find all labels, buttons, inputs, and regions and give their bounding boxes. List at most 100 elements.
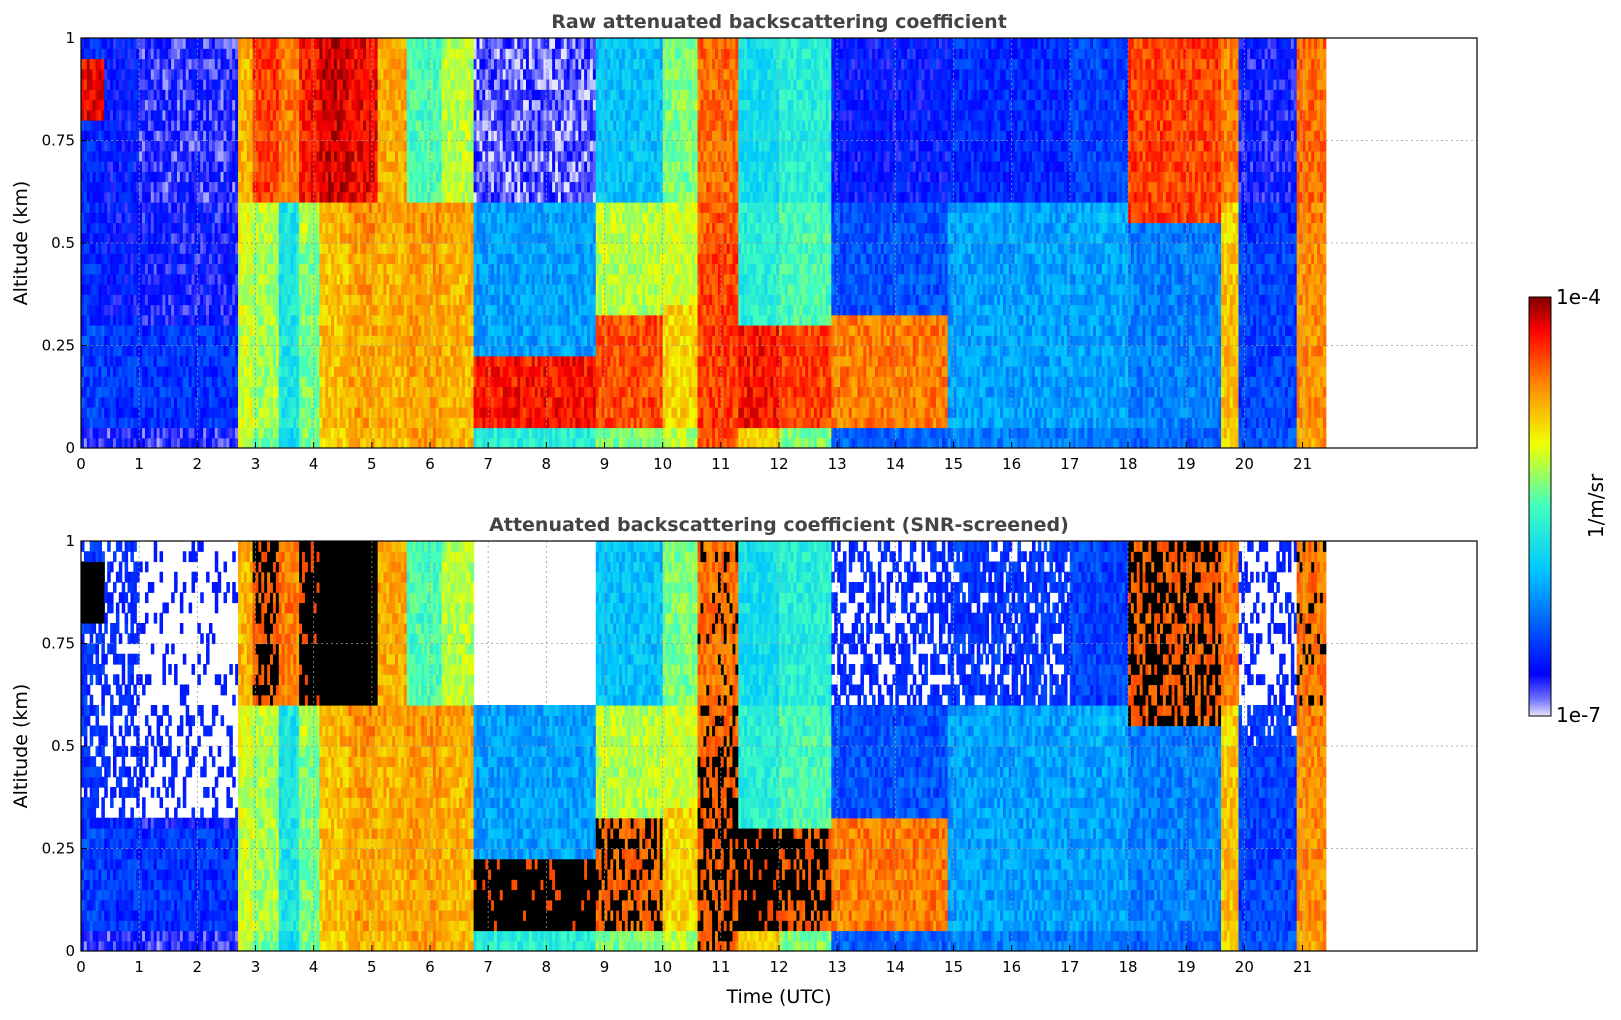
heatmap-cell (95, 191, 100, 203)
heatmap-cell (211, 314, 216, 326)
heatmap-cell (159, 294, 164, 306)
heatmap-cell (107, 79, 111, 90)
heatmap-cell (252, 407, 257, 418)
heatmap-cell (293, 58, 297, 70)
heatmap-cell (112, 150, 117, 162)
heatmap-cell (296, 314, 300, 326)
heatmap-cell (147, 150, 152, 162)
heatmap-cell (278, 58, 283, 70)
heatmap-cell (188, 181, 193, 193)
heatmap-cell (107, 140, 111, 152)
heatmap-cell (130, 345, 134, 357)
heatmap-cell (83, 437, 88, 448)
heatmap-cell (214, 314, 219, 326)
heatmap-cell (226, 366, 230, 377)
heatmap-cell (290, 68, 294, 80)
heatmap-cell (223, 150, 228, 162)
heatmap-cell (171, 48, 175, 60)
heatmap-cell (147, 294, 152, 306)
heatmap-cell (272, 48, 277, 60)
heatmap-cell (130, 314, 134, 326)
heatmap-cell (165, 273, 169, 285)
heatmap-cell (133, 68, 137, 80)
heatmap-cell (243, 191, 248, 203)
heatmap-cell (258, 335, 262, 347)
heatmap-cell (200, 417, 204, 429)
heatmap-cell (267, 376, 271, 388)
heatmap-cell (185, 345, 190, 357)
heatmap-cell (206, 232, 210, 244)
heatmap-cell (296, 417, 300, 429)
heatmap-cell (179, 284, 184, 295)
heatmap-cell (229, 48, 233, 60)
heatmap-cell (217, 130, 222, 142)
heatmap-cell (220, 335, 225, 347)
heatmap-cell (191, 314, 196, 326)
heatmap-cell (200, 150, 204, 162)
heatmap-cell (112, 48, 117, 60)
heatmap-cell (98, 191, 102, 203)
heatmap-cell (139, 202, 143, 213)
heatmap-cell (249, 243, 254, 254)
heatmap-cell (89, 79, 94, 90)
heatmap-cell (200, 212, 204, 224)
heatmap-cell (182, 314, 187, 326)
heatmap-cell (267, 150, 271, 162)
heatmap-cell (191, 191, 196, 203)
heatmap-cell (240, 366, 245, 377)
heatmap-cell (124, 273, 129, 285)
heatmap-cell (162, 355, 166, 367)
heatmap-cell (95, 253, 100, 265)
heatmap-cell (86, 437, 91, 448)
heatmap-cell (174, 68, 178, 80)
heatmap-cell (98, 68, 102, 80)
heatmap-cell (197, 99, 201, 111)
heatmap-cell (217, 232, 222, 244)
heatmap-cell (258, 355, 262, 367)
heatmap-cell (203, 171, 207, 183)
heatmap-cell (159, 314, 164, 326)
heatmap-cell (252, 222, 257, 234)
heatmap-cell (182, 284, 187, 295)
heatmap-cell (243, 253, 248, 265)
heatmap-cell (142, 140, 146, 152)
heatmap-cell (171, 181, 175, 193)
heatmap-cell (83, 335, 88, 347)
heatmap-cell (252, 376, 257, 388)
heatmap-cell (81, 417, 85, 429)
heatmap-cell (147, 427, 152, 439)
heatmap-cell (238, 79, 242, 90)
heatmap-cell (249, 130, 254, 142)
heatmap-cell (107, 273, 111, 285)
heatmap-cell (235, 253, 239, 265)
heatmap-cell (133, 417, 137, 429)
heatmap-cell (275, 48, 280, 60)
heatmap-cell (252, 284, 257, 295)
heatmap-cell (144, 89, 149, 101)
heatmap-cell (159, 140, 164, 152)
heatmap-cell (275, 427, 280, 439)
heatmap-cell (182, 437, 187, 448)
heatmap-cell (220, 396, 225, 408)
heatmap-cell (95, 376, 100, 388)
heatmap-cell (235, 202, 239, 213)
heatmap-cell (89, 150, 94, 162)
heatmap-cell (98, 140, 102, 152)
heatmap-cell (226, 181, 230, 193)
heatmap-cell (142, 294, 146, 306)
heatmap-cell (124, 79, 129, 90)
heatmap-cell (115, 130, 120, 142)
heatmap-cell (118, 355, 123, 367)
heatmap-cell (278, 253, 283, 265)
heatmap-cell (238, 171, 242, 183)
heatmap-cell (174, 140, 178, 152)
heatmap-cell (226, 99, 230, 111)
heatmap-cell (267, 120, 271, 131)
heatmap-cell (104, 263, 108, 275)
heatmap-cell (272, 386, 277, 398)
heatmap-cell (275, 366, 280, 377)
heatmap-cell (267, 48, 271, 60)
heatmap-cell (203, 58, 207, 70)
heatmap-cell (281, 181, 286, 193)
heatmap-cell (214, 140, 219, 152)
